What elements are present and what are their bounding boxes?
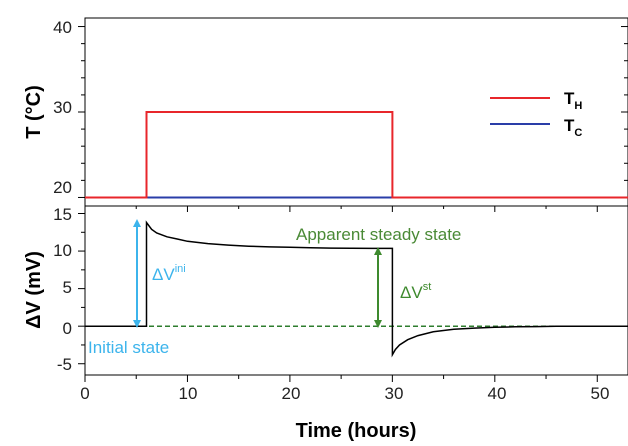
th-series-line: [85, 111, 628, 199]
time-xtick-40: 40: [488, 384, 507, 403]
apparent-steady-state-label: Apparent steady state: [296, 225, 461, 244]
voltage-ticks: [78, 206, 598, 382]
temperature-ytick-20: 20: [53, 178, 72, 197]
voltage-ytick-0: 0: [63, 319, 72, 338]
time-xtick-50: 50: [591, 384, 610, 403]
temperature-y-ticks: [78, 26, 628, 198]
voltage-series-line: [85, 220, 628, 358]
voltage-plot-frame: [84, 205, 628, 376]
time-xtick-10: 10: [179, 384, 198, 403]
time-axis-title: Time (hours): [296, 420, 417, 442]
voltage-axis-title: ΔV (mV): [23, 251, 45, 329]
legend-tc-label: TC: [564, 116, 582, 139]
initial-state-label: Initial state: [88, 338, 169, 357]
temperature-axis-title: T (°C): [23, 85, 45, 139]
temperature-panel: 40 30 20 T (°C) TH TC: [23, 17, 628, 207]
voltage-ytick-10: 10: [53, 241, 72, 260]
voltage-panel: 15 10 5 0 -5 0 10 20 30 40 50 ΔV (mV) Ti…: [23, 205, 628, 442]
legend: TH TC: [490, 89, 582, 139]
legend-th-label: TH: [564, 89, 582, 112]
time-xtick-30: 30: [385, 384, 404, 403]
temperature-ytick-40: 40: [53, 18, 72, 37]
time-xtick-0: 0: [80, 384, 89, 403]
voltage-ytick-15: 15: [53, 205, 72, 224]
delta-v-ini-label: ΔVini: [152, 263, 186, 284]
time-xtick-20: 20: [282, 384, 301, 403]
delta-v-st-label: ΔVst: [400, 281, 431, 302]
temperature-ytick-30: 30: [53, 98, 72, 117]
voltage-ytick-5: 5: [63, 278, 72, 297]
voltage-ytick-minus5: -5: [57, 355, 72, 374]
